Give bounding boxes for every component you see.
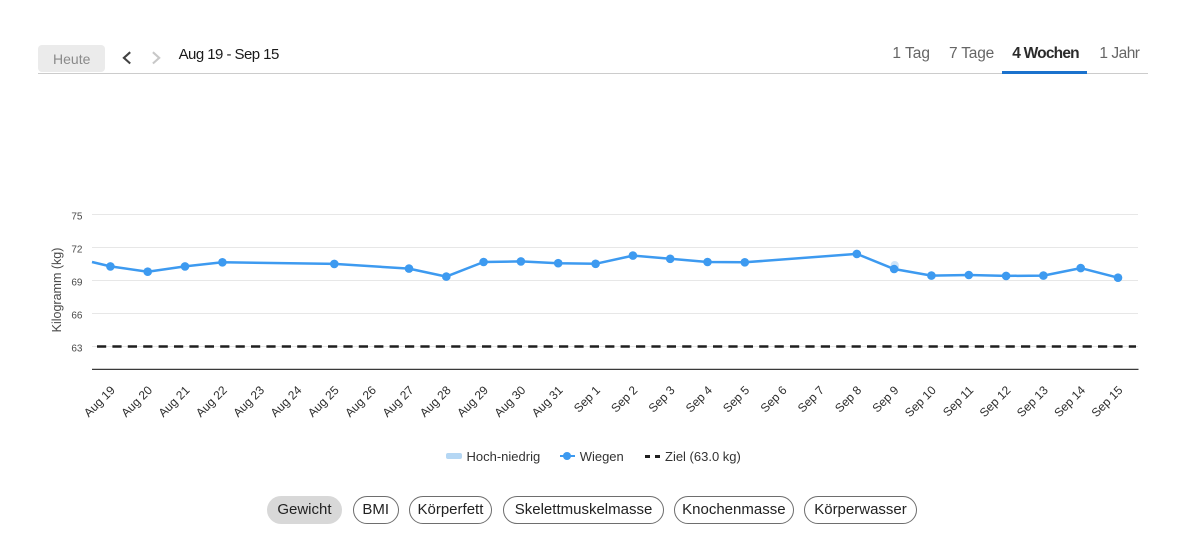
svg-text:Aug 21: Aug 21 [156,383,193,420]
svg-text:Sep 9: Sep 9 [869,383,901,415]
svg-text:Sep 2: Sep 2 [608,383,640,415]
svg-text:Sep 15: Sep 15 [1089,383,1126,420]
svg-text:Sep 10: Sep 10 [902,383,939,420]
svg-text:Aug 27: Aug 27 [380,383,417,420]
svg-text:Aug 28: Aug 28 [417,383,454,420]
svg-text:Sep 14: Sep 14 [1051,383,1088,420]
svg-text:Sep 13: Sep 13 [1014,383,1051,420]
svg-text:Aug 23: Aug 23 [230,383,267,420]
svg-text:Sep 12: Sep 12 [977,383,1014,420]
svg-text:Aug 29: Aug 29 [454,383,491,420]
svg-text:Aug 30: Aug 30 [492,383,529,420]
svg-text:Aug 25: Aug 25 [305,383,342,420]
svg-text:Aug 26: Aug 26 [342,383,379,420]
svg-text:Aug 20: Aug 20 [118,383,155,420]
svg-text:Sep 6: Sep 6 [758,383,790,415]
svg-text:66: 66 [71,311,83,322]
svg-text:Sep 11: Sep 11 [940,383,976,419]
svg-text:69: 69 [71,278,83,289]
svg-text:Sep 3: Sep 3 [646,383,678,415]
svg-text:Sep 5: Sep 5 [720,383,752,415]
svg-text:75: 75 [71,212,83,223]
svg-text:63: 63 [71,344,83,355]
svg-text:Aug 31: Aug 31 [529,383,566,420]
svg-text:Sep 7: Sep 7 [795,383,827,415]
svg-text:Aug 22: Aug 22 [193,383,230,420]
svg-text:72: 72 [71,245,83,256]
svg-text:Aug 19: Aug 19 [81,383,118,420]
svg-text:Sep 1: Sep 1 [571,383,603,415]
svg-text:Aug 24: Aug 24 [268,383,305,420]
svg-text:Sep 8: Sep 8 [832,383,864,415]
svg-text:Kilogramm (kg): Kilogramm (kg) [50,248,64,333]
svg-text:Sep 4: Sep 4 [683,383,715,415]
